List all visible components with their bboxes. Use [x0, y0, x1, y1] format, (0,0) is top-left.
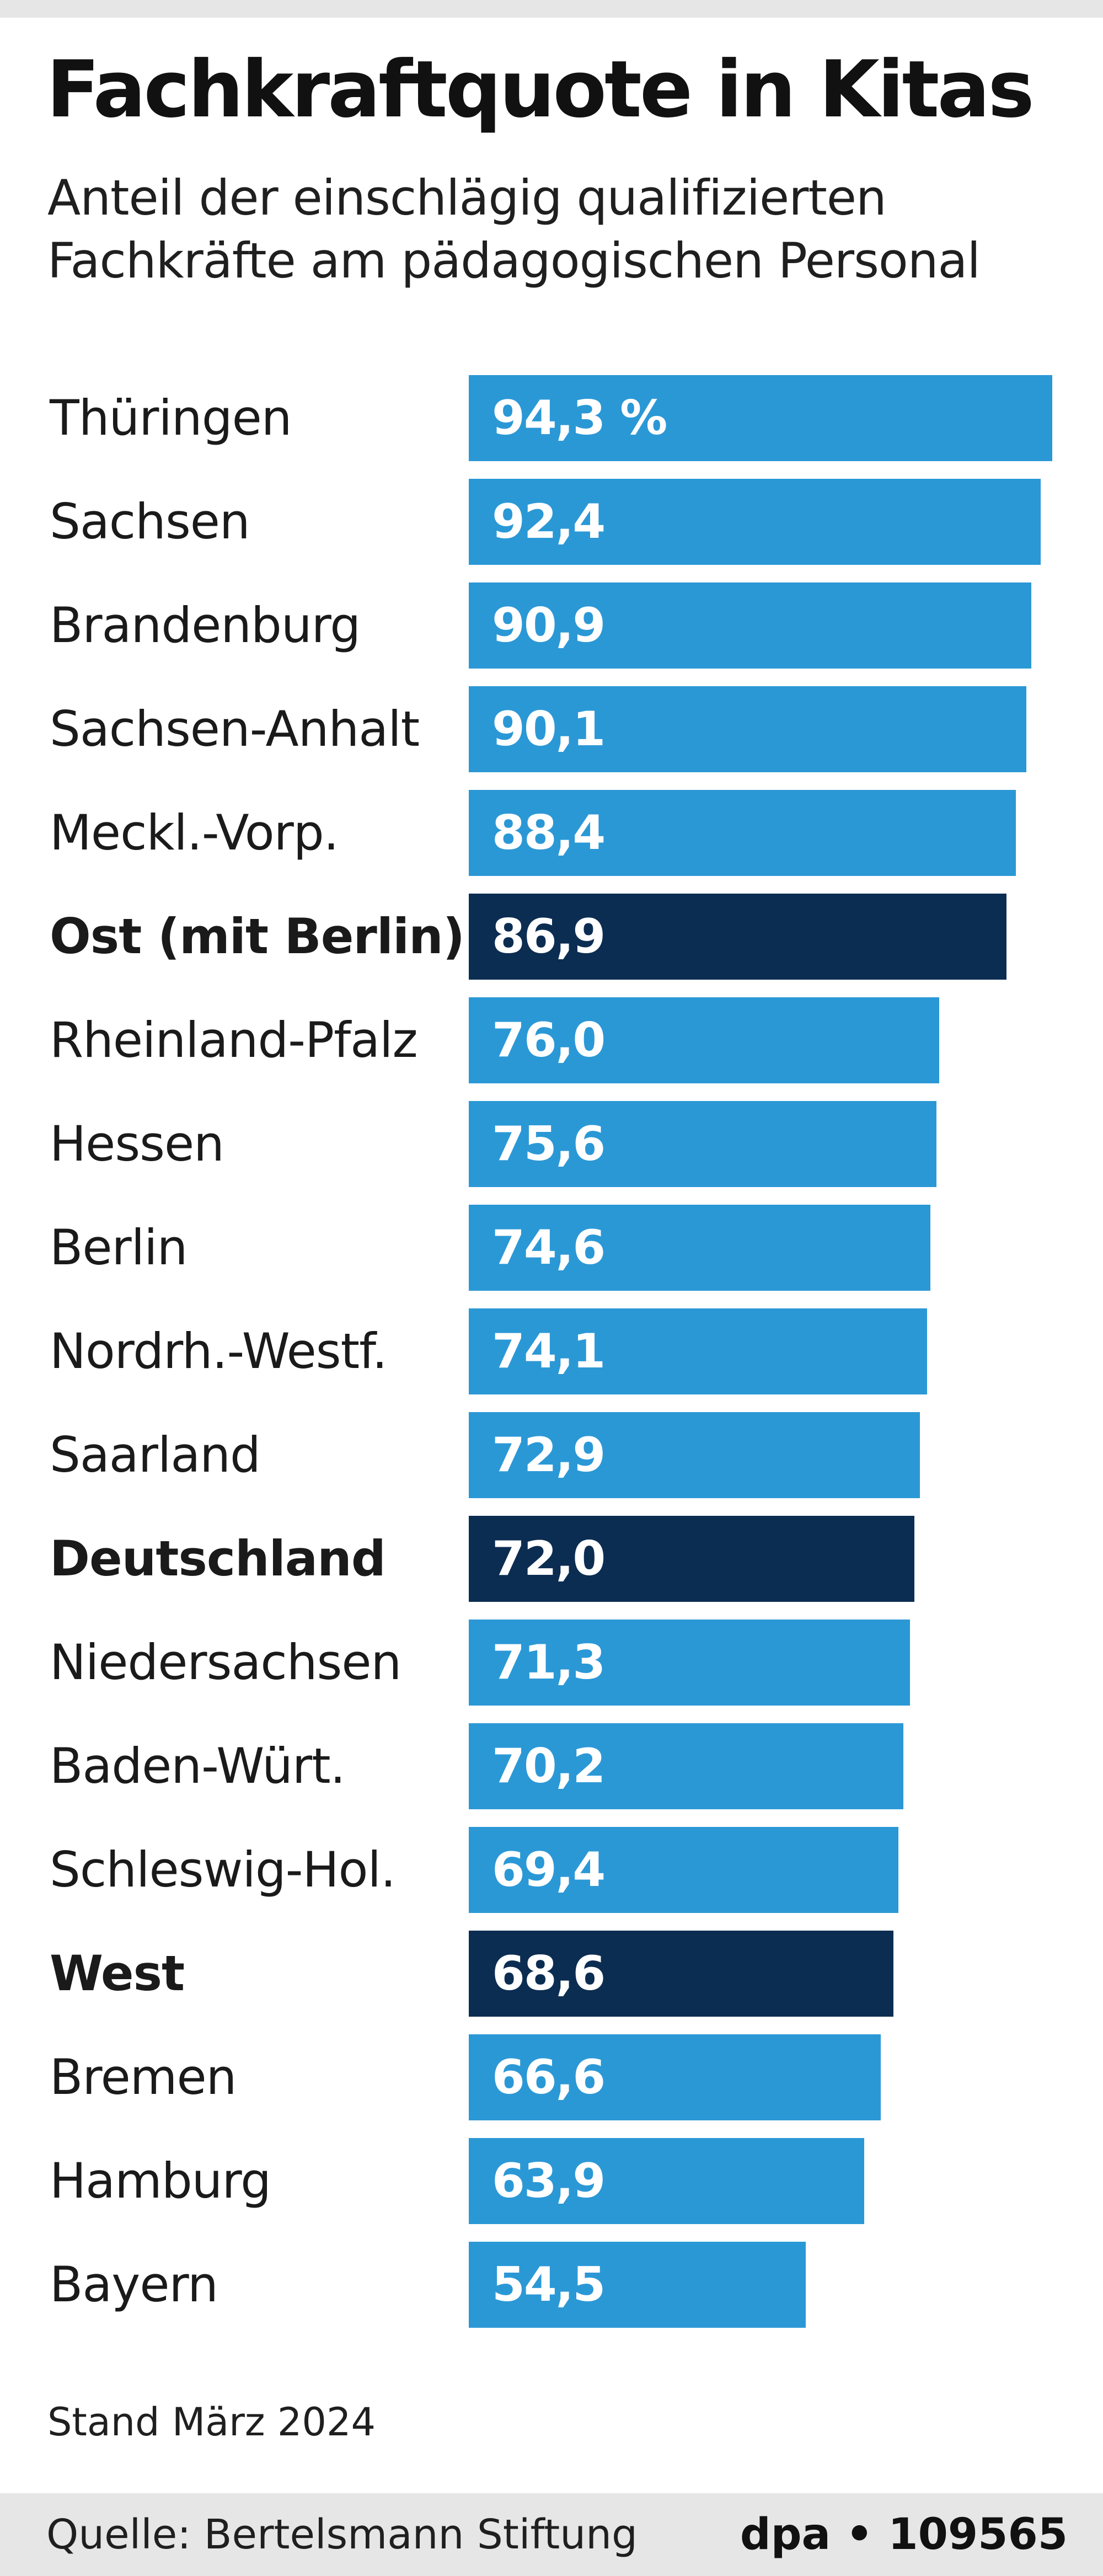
- category-label: Thüringen: [50, 389, 292, 446]
- bar-value-label: 74,6: [492, 1220, 606, 1275]
- bar: [469, 1412, 920, 1498]
- bar: [469, 1205, 930, 1291]
- bar-value-label: 63,9: [492, 2153, 606, 2209]
- category-label: Berlin: [50, 1219, 188, 1276]
- chart-subtitle-line-1: Anteil der einschlägig qualifizierten: [47, 169, 887, 226]
- bar-value-label: 75,6: [492, 1116, 606, 1172]
- bar: [469, 375, 1052, 461]
- bar-value-label: 70,2: [492, 1739, 606, 1794]
- date-note: Stand März 2024: [47, 2399, 376, 2445]
- category-label: Brandenburg: [50, 597, 361, 654]
- category-label: Saarland: [50, 1426, 261, 1483]
- bar: [469, 2138, 864, 2224]
- category-label: Sachsen-Anhalt: [50, 701, 420, 757]
- bar-value-label: 76,0: [492, 1013, 606, 1068]
- bar: [469, 1101, 937, 1187]
- category-label: West: [50, 1945, 185, 2002]
- agency-credit: dpa • 109565: [740, 2510, 1068, 2559]
- bar-value-label: 74,1: [492, 1324, 606, 1379]
- bar-value-label: 88,4: [492, 805, 606, 861]
- bar-value-label: 66,6: [492, 2050, 606, 2105]
- category-label: Meckl.-Vorp.: [50, 804, 339, 861]
- bar: [469, 1308, 928, 1394]
- category-label: Rheinland-Pfalz: [50, 1012, 418, 1068]
- category-label: Baden-Würt.: [50, 1738, 346, 1794]
- bar: [469, 894, 1006, 980]
- bar-value-label: 90,9: [492, 598, 606, 653]
- bar: [469, 1827, 898, 1913]
- bar-chart: Thüringen 94,3 % Sachsen 92,4 Brandenburg 90,…: [50, 375, 1052, 2328]
- chart-subtitle: Anteil der einschlägig qualifizierten Fa…: [47, 167, 1073, 292]
- bar: [469, 997, 939, 1083]
- bar: [469, 1723, 903, 1809]
- footer-bar: Quelle: Bertelsmann Stiftung dpa • 10956…: [0, 2493, 1103, 2576]
- bar-value-label: 86,9: [492, 909, 606, 964]
- category-label: Bayern: [50, 2256, 218, 2313]
- category-label: Hessen: [50, 1115, 224, 1172]
- bar-value-label: 94,3 %: [492, 391, 667, 446]
- category-label: Nordrh.-Westf.: [50, 1323, 388, 1380]
- chart-title: Fachkraftquote in Kitas: [46, 44, 1035, 135]
- bar: [469, 1516, 914, 1602]
- bar: [469, 790, 1016, 876]
- bar-value-label: 72,0: [492, 1531, 606, 1586]
- bar: [469, 582, 1031, 669]
- source-label: Quelle: Bertelsmann Stiftung: [46, 2511, 638, 2558]
- category-label: Bremen: [50, 2049, 237, 2105]
- bar-value-label: 71,3: [492, 1635, 606, 1690]
- category-label: Niedersachsen: [50, 1634, 401, 1691]
- bar-value-label: 90,1: [492, 702, 606, 757]
- category-label: Sachsen: [50, 493, 250, 550]
- bar: [469, 1620, 910, 1706]
- bar: [469, 1931, 893, 2017]
- chart-subtitle-line-2: Fachkräfte am pädagogischen Personal: [47, 232, 981, 289]
- category-label: Deutschland: [50, 1530, 386, 1587]
- bar: [469, 2034, 881, 2120]
- category-label: Ost (mit Berlin): [50, 908, 465, 965]
- bar-value-label: 54,5: [492, 2257, 606, 2312]
- bar: [469, 2242, 806, 2328]
- bar: [469, 686, 1026, 772]
- top-strip: [0, 0, 1103, 18]
- bar-value-label: 68,6: [492, 1946, 606, 2001]
- category-label: Schleswig-Hol.: [50, 1841, 396, 1898]
- bar: [469, 479, 1041, 565]
- category-label: Hamburg: [50, 2152, 271, 2209]
- bar-value-label: 72,9: [492, 1428, 606, 1483]
- bar-value-label: 69,4: [492, 1842, 606, 1898]
- bar-value-label: 92,4: [492, 494, 606, 549]
